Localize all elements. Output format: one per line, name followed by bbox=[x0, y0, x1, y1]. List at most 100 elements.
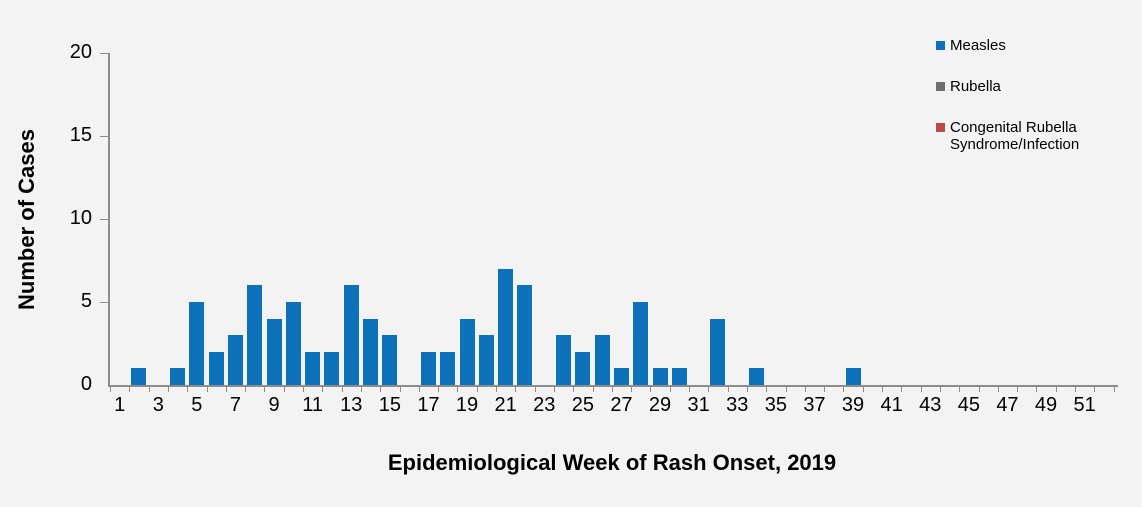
x-axis-tick bbox=[129, 387, 131, 392]
x-tick-label-week-9: 9 bbox=[268, 394, 280, 416]
bar-week-6-measles bbox=[208, 351, 224, 385]
x-axis-tick bbox=[804, 387, 806, 392]
y-tick-label-15: 15 bbox=[69, 124, 92, 146]
x-tick-label-week-33: 33 bbox=[726, 394, 749, 416]
x-axis-tick bbox=[187, 387, 189, 392]
plot-area: 1 3 5 7 9 11 13 15 17 19 21 23 25 27 29 31 33 35 37 39 41 43 4… bbox=[70, 41, 1118, 416]
x-tick-label-week-49: 49 bbox=[1034, 394, 1058, 416]
x-tick-label-week-51: 51 bbox=[1073, 394, 1096, 416]
x-axis-tick bbox=[592, 387, 594, 392]
x-axis-tick bbox=[303, 387, 304, 392]
x-axis-tick bbox=[997, 387, 999, 392]
x-axis-tick bbox=[553, 387, 555, 392]
x-tick-label-week-31: 31 bbox=[687, 394, 710, 416]
x-axis-tick bbox=[650, 387, 652, 392]
y-tick-label-5: 5 bbox=[80, 290, 92, 312]
x-axis-tick bbox=[824, 387, 826, 392]
x-axis-tick bbox=[515, 387, 517, 392]
x-tick-label-week-1: 1 bbox=[114, 394, 126, 416]
bar-week-20-measles bbox=[478, 335, 494, 385]
x-axis-tick bbox=[611, 387, 613, 392]
x-axis-tick bbox=[746, 387, 748, 392]
bar-week-26-measles bbox=[594, 335, 610, 385]
bar-week-12-measles bbox=[324, 351, 340, 385]
x-tick-label-week-35: 35 bbox=[764, 394, 787, 416]
x-tick-label-week-19: 19 bbox=[455, 394, 479, 416]
x-axis-tick bbox=[534, 387, 536, 392]
x-axis-tick bbox=[727, 387, 729, 392]
bar-week-19-measles bbox=[459, 318, 475, 385]
x-axis-tick bbox=[708, 387, 710, 392]
x-tick-label-week-29: 29 bbox=[648, 394, 672, 416]
x-tick-label-week-25: 25 bbox=[571, 394, 594, 416]
bar-week-5-measles bbox=[189, 302, 205, 385]
x-axis-tick bbox=[264, 387, 266, 392]
x-axis-tick bbox=[1055, 387, 1057, 392]
x-axis-title: Epidemiological Week of Rash Onset, 2019 bbox=[387, 450, 837, 475]
x-axis-tick bbox=[1075, 387, 1076, 392]
x-axis-tick bbox=[283, 387, 285, 392]
x-tick-label-week-41: 41 bbox=[880, 394, 903, 416]
bar-week-28-measles bbox=[633, 302, 649, 385]
x-axis-tick bbox=[496, 387, 497, 392]
x-axis-tick bbox=[322, 387, 324, 392]
bar-week-18-measles bbox=[440, 351, 456, 385]
x-tick-label-week-27: 27 bbox=[610, 394, 633, 416]
legend-label-measles: Measles bbox=[950, 37, 1006, 54]
bar-week-27-measles bbox=[613, 368, 629, 385]
y-tick-label-10: 10 bbox=[69, 207, 92, 229]
bar-week-34-measles bbox=[749, 368, 765, 385]
x-axis-tick bbox=[360, 387, 362, 392]
legend-label-rubella: Rubella bbox=[950, 78, 1001, 95]
bar-week-25-measles bbox=[575, 351, 591, 385]
x-tick-label-week-23: 23 bbox=[533, 394, 556, 416]
bar-week-11-measles bbox=[305, 351, 321, 385]
y-axis-title: Number of Cases bbox=[14, 53, 40, 385]
x-tick-label-week-13: 13 bbox=[340, 394, 363, 416]
x-axis-tick bbox=[341, 387, 343, 392]
x-axis-line bbox=[108, 385, 1118, 387]
bar-week-30-measles bbox=[671, 368, 687, 385]
bar-week-17-measles bbox=[420, 351, 436, 385]
bar-week-29-measles bbox=[652, 368, 668, 385]
x-axis-tick bbox=[573, 387, 575, 392]
x-axis-tick bbox=[978, 387, 980, 392]
x-axis-tick bbox=[939, 387, 941, 392]
x-tick-label-week-3: 3 bbox=[152, 394, 164, 416]
x-axis-tick bbox=[1113, 387, 1115, 392]
legend-item-measles: Measles bbox=[936, 37, 1090, 54]
y-axis-tick-10 bbox=[100, 218, 108, 220]
bar-week-32-measles bbox=[710, 318, 726, 385]
x-tick-label-week-45: 45 bbox=[957, 394, 980, 416]
legend: Measles Rubella Congenital Rubella Syndrom… bbox=[936, 37, 1090, 153]
y-tick-label-20: 20 bbox=[69, 41, 92, 63]
x-axis-tick bbox=[457, 387, 459, 392]
legend-marker-congenital-rubella-syndrome-infection bbox=[936, 123, 945, 132]
x-tick-label-week-39: 39 bbox=[841, 394, 865, 416]
x-axis-tick bbox=[206, 387, 208, 392]
legend-marker-rubella bbox=[936, 82, 945, 91]
x-tick-label-week-43: 43 bbox=[919, 394, 942, 416]
legend-item-congenital-rubella-syndrome-infection: Congenital Rubella Syndrome/Infection bbox=[936, 119, 1090, 153]
x-axis-tick bbox=[689, 387, 690, 392]
x-tick-label-week-47: 47 bbox=[996, 394, 1019, 416]
bar-week-9-measles bbox=[266, 318, 282, 385]
bar-week-21-measles bbox=[498, 268, 514, 385]
x-axis-tick bbox=[631, 387, 633, 392]
x-axis-tick bbox=[766, 387, 768, 392]
legend-label-congenital-rubella-syndrome-infection: Congenital Rubella Syndrome/Infection bbox=[950, 119, 1080, 153]
bar-week-10-measles bbox=[285, 302, 301, 385]
x-axis-tick bbox=[148, 387, 150, 392]
x-axis-tick bbox=[920, 387, 922, 392]
x-tick-label-week-15: 15 bbox=[378, 394, 401, 416]
x-axis-tick bbox=[167, 387, 169, 392]
x-axis-tick bbox=[225, 387, 227, 392]
x-tick-label-week-37: 37 bbox=[803, 394, 826, 416]
y-axis-tick-20 bbox=[100, 52, 108, 54]
x-axis-tick bbox=[1036, 387, 1038, 392]
x-tick-label-week-7: 7 bbox=[229, 394, 241, 416]
bar-week-2-measles bbox=[131, 368, 147, 385]
x-axis-tick bbox=[669, 387, 671, 392]
x-axis-tick bbox=[399, 387, 401, 392]
